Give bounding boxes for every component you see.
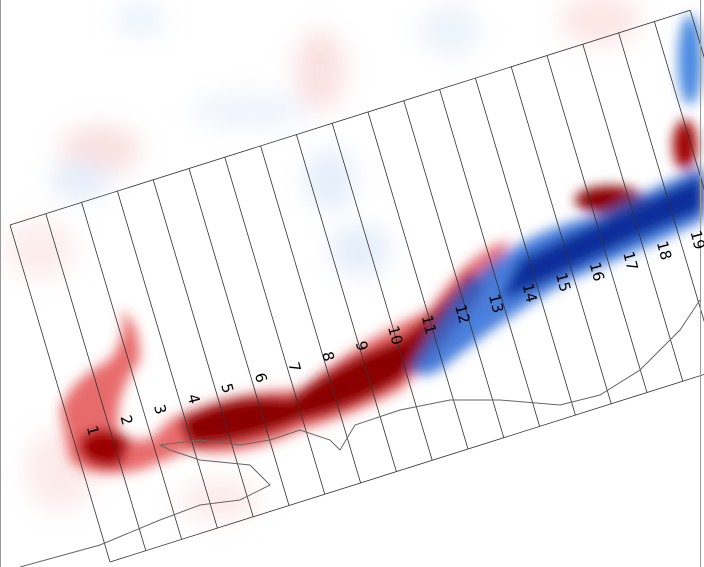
transect-line [403, 100, 505, 438]
transect-line [546, 55, 648, 393]
transect-label: 11 [418, 313, 440, 336]
transect-line [188, 168, 290, 506]
transect-label: 13 [485, 292, 507, 315]
transect-label: 12 [451, 303, 473, 326]
transect-line [117, 190, 218, 529]
transect-label: 5 [217, 381, 237, 395]
transect-line [224, 157, 326, 495]
transect-line [45, 213, 147, 551]
transect-label: 17 [619, 250, 641, 273]
transect-label: 18 [653, 239, 675, 262]
transect-line [582, 44, 684, 382]
transect-label: 10 [384, 324, 406, 347]
transect-label: 1 [83, 424, 103, 438]
transect-bottom [109, 374, 704, 563]
transect-line [9, 224, 111, 563]
transect-label: 8 [318, 350, 338, 364]
transect-line [260, 145, 361, 484]
transect-label: 14 [518, 281, 540, 304]
transect-label: 19 [686, 228, 704, 251]
transect-line [654, 21, 704, 191]
transect-line [510, 66, 612, 404]
transect-label: 15 [552, 271, 574, 294]
transect-line [152, 179, 254, 517]
transect-label: 6 [251, 371, 271, 385]
transect-label: 16 [586, 260, 608, 283]
transect-line [81, 202, 182, 540]
transect-label: 3 [150, 403, 170, 417]
transect-line [439, 89, 540, 427]
transect-label: 9 [352, 339, 372, 353]
transect-grid [9, 9, 704, 563]
heatmap [5, 0, 704, 520]
transect-line [367, 111, 469, 450]
transect-line [618, 32, 704, 323]
transect-line [331, 123, 433, 461]
transect-top [9, 9, 691, 226]
transect-label: 7 [285, 360, 305, 374]
coastline [19, 299, 701, 567]
transect-label: 2 [117, 413, 137, 427]
transect-line [475, 77, 576, 416]
transect-label: 4 [184, 392, 204, 406]
transect-line [296, 134, 397, 472]
